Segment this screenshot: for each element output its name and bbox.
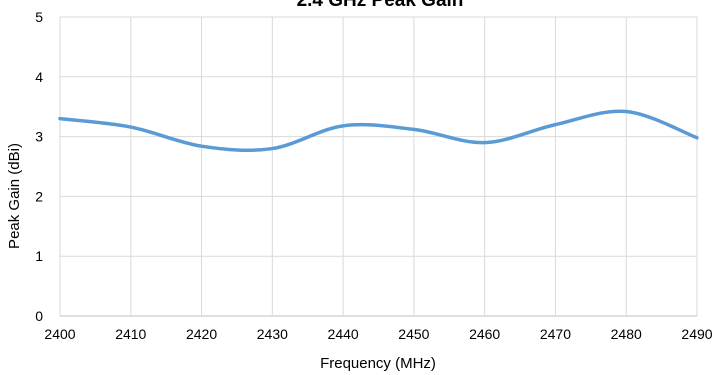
y-tick-label: 3 (35, 129, 43, 145)
x-tick-label: 2410 (115, 326, 146, 342)
x-tick-label: 2420 (186, 326, 217, 342)
series-line (58, 109, 699, 152)
y-tick-label: 4 (35, 69, 43, 85)
x-axis-ticks: 2400 2410 2420 2430 2440 2450 2460 2470 2480 2490 (44, 326, 712, 342)
x-tick-label: 2450 (398, 326, 429, 342)
y-tick-label: 2 (35, 188, 43, 204)
x-axis-label: Frequency (MHz) (320, 355, 436, 372)
x-tick-label: 2470 (540, 326, 571, 342)
y-tick-label: 5 (35, 9, 43, 25)
plot-series (58, 109, 699, 152)
x-tick-label: 2400 (44, 326, 75, 342)
x-tick-label: 2430 (257, 326, 288, 342)
x-tick-label: 2480 (611, 326, 642, 342)
y-tick-label: 1 (35, 248, 43, 264)
x-tick-label: 2490 (681, 326, 712, 342)
chart-title: 2.4 GHz Peak Gain (297, 0, 464, 11)
y-tick-label: 0 (35, 308, 43, 324)
x-tick-label: 2440 (328, 326, 359, 342)
grid-lines (59, 16, 698, 317)
y-axis-label: Peak Gain (dBi) (6, 143, 23, 249)
y-axis-ticks: 0 1 2 3 4 5 (35, 9, 43, 324)
x-tick-label: 2460 (469, 326, 500, 342)
